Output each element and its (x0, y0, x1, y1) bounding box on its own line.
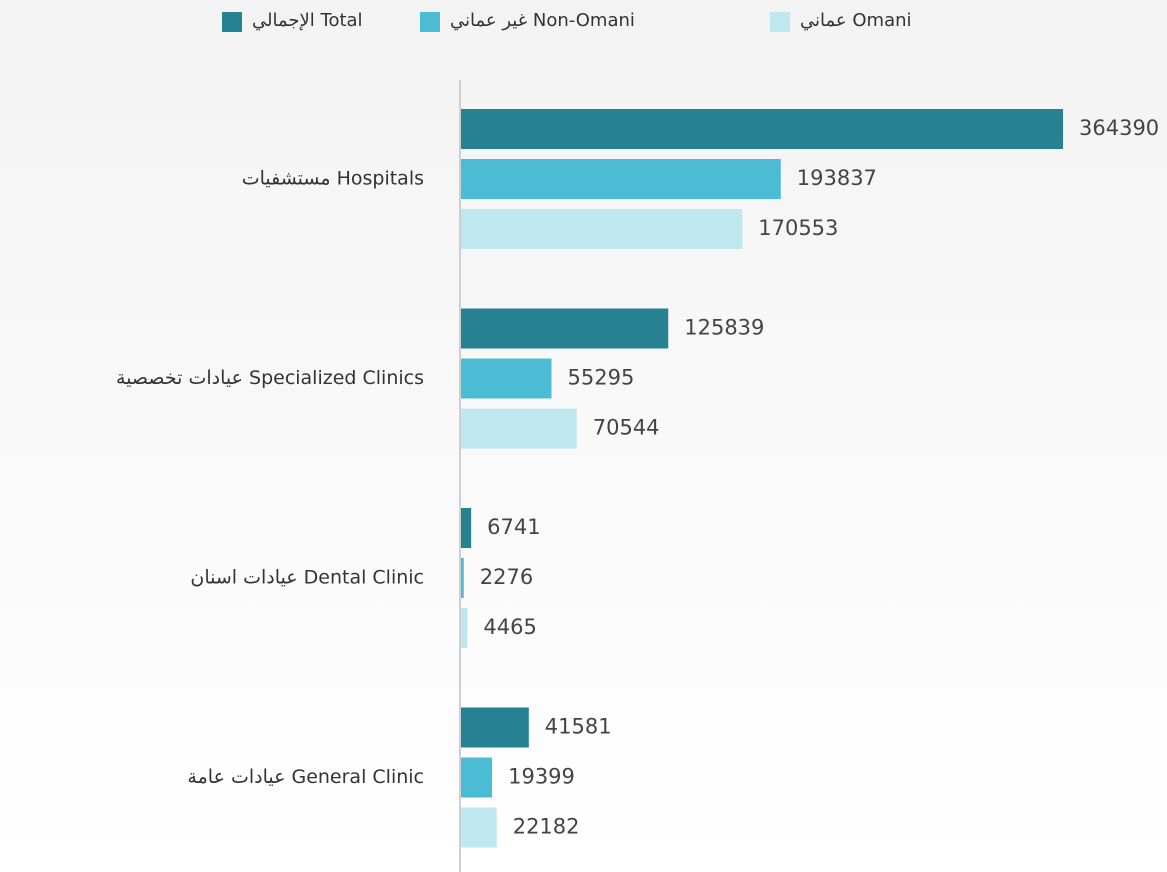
legend-swatch (770, 12, 790, 32)
value-label: 19399 (508, 765, 575, 789)
bar (461, 308, 669, 349)
bar (461, 707, 529, 748)
bar (461, 109, 1063, 149)
value-label: 170553 (758, 216, 838, 240)
bar (461, 159, 781, 199)
category-label: عيادات عامة General Clinic (187, 766, 424, 788)
category-label: مستشفيات Hospitals (242, 168, 424, 190)
bar (461, 608, 468, 648)
bar (461, 757, 493, 798)
bar (461, 558, 464, 598)
legend-swatch (420, 12, 440, 32)
value-label: 6741 (487, 515, 540, 539)
value-label: 193837 (797, 166, 877, 190)
value-label: 364390 (1079, 116, 1159, 140)
value-label: 41581 (545, 715, 612, 739)
value-label: 125839 (684, 316, 764, 340)
bar (461, 408, 577, 449)
bar (461, 807, 497, 848)
value-label: 2276 (480, 565, 533, 589)
value-label: 4465 (483, 615, 536, 639)
legend-label: عماني Omani (800, 10, 912, 31)
category-label: عيادات تخصصية Specialized Clinics (116, 367, 424, 389)
category-label: عيادات اسنان Dental Clinic (190, 567, 424, 589)
bar (461, 209, 743, 249)
legend-swatch (222, 12, 242, 32)
bar (461, 358, 552, 399)
legend-label: غير عماني Non-Omani (450, 10, 635, 31)
bar (461, 508, 472, 548)
value-label: 70544 (593, 416, 660, 440)
legend-label: الإجمالي Total (252, 10, 363, 31)
value-label: 55295 (568, 366, 635, 390)
value-label: 22182 (513, 815, 580, 839)
